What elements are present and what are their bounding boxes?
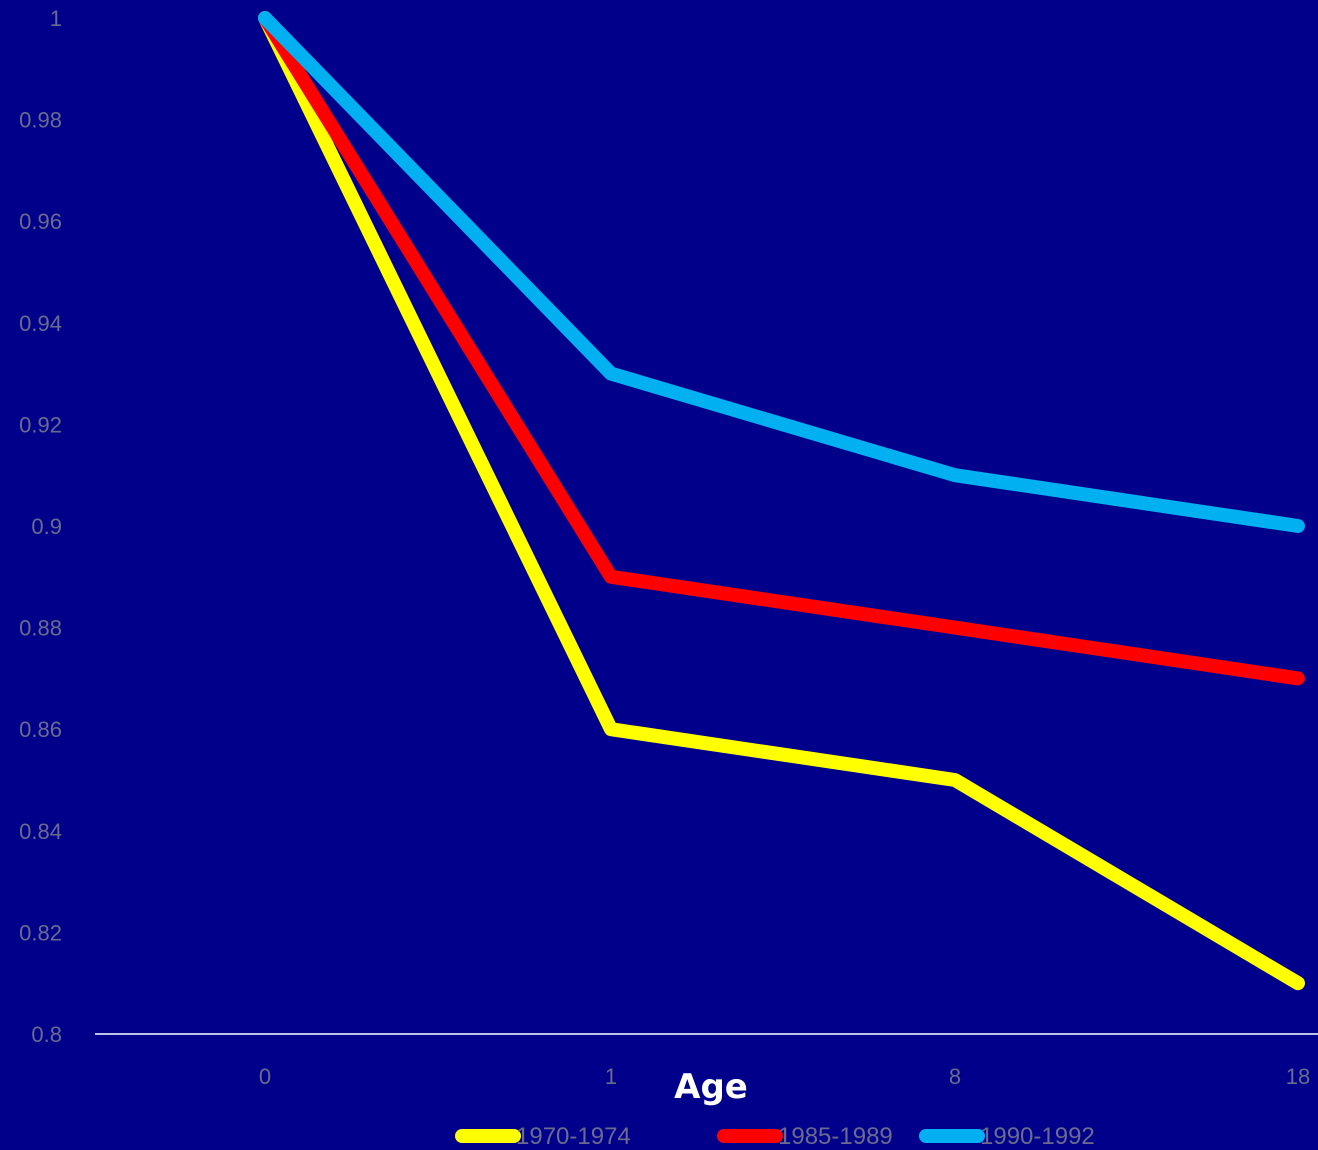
legend-label: 1990-1992 [980,1123,1095,1150]
y-tick-label: 0.8 [31,1022,62,1047]
y-tick-label: 0.86 [19,717,62,742]
x-axis-ticks: 0 1 8 18 [259,1064,1310,1089]
x-tick-label: 1 [605,1064,617,1089]
series-line-1985-1989 [258,11,1305,686]
y-tick-label: 0.82 [19,920,62,945]
y-tick-label: 0.94 [19,311,62,336]
series-lines [258,11,1305,991]
y-tick-label: 0.96 [19,209,62,234]
y-tick-label: 0.92 [19,412,62,437]
x-tick-label: 0 [259,1064,271,1089]
legend-label: 1970-1974 [516,1123,631,1150]
y-tick-label: 0.84 [19,819,62,844]
x-tick-label: 18 [1286,1064,1310,1089]
y-tick-label: 0.88 [19,616,62,641]
y-tick-label: 1 [50,6,62,31]
legend: 1970-1974 1985-1989 1990-1992 [455,1123,1095,1150]
legend-label: 1985-1989 [778,1123,893,1150]
y-axis-ticks: 0.8 0.82 0.84 0.86 0.88 0.9 0.92 0.94 0.96 0.98 1 [19,6,62,1047]
x-tick-label: 8 [949,1064,961,1089]
y-tick-label: 0.9 [31,514,62,539]
series-line-1990-1992 [258,11,1305,533]
x-axis-title: Age [674,1067,748,1107]
series-line-1970-1974 [258,11,1305,991]
y-tick-label: 0.98 [19,108,62,133]
